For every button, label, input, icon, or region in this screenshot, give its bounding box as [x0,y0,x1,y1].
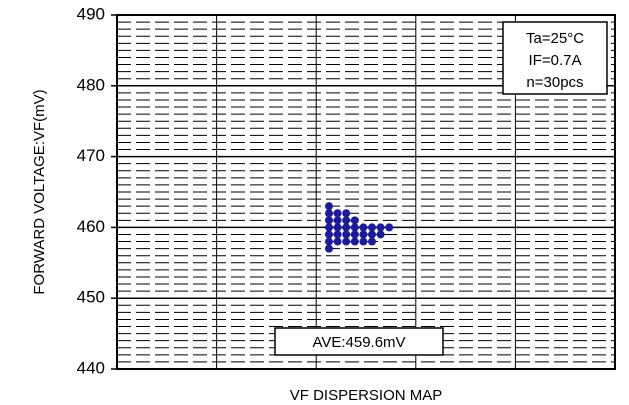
data-point [376,230,385,239]
data-point [333,230,342,239]
data-point [325,223,333,232]
data-point [350,223,359,232]
data-point [342,223,351,232]
data-point [342,216,351,225]
data-point [359,230,368,239]
condition-sample-count: n=30pcs [526,74,583,91]
condition-temperature: Ta=25°C [526,30,584,47]
data-point [350,230,359,239]
y-axis-title: FORWARD VOLTAGE:VF(mV) [31,89,48,294]
data-point [325,202,333,211]
y-tick-label: 460 [77,217,105,236]
data-point [385,223,394,232]
data-point [359,237,368,246]
data-point [333,223,342,232]
data-point [325,216,333,225]
plot-frame [116,14,616,370]
y-tick-label: 480 [77,75,105,94]
data-point [342,237,351,246]
data-point [333,209,342,218]
conditions-box: Ta=25°C IF=0.7A n=30pcs [502,21,608,95]
data-point [325,230,333,239]
data-point [342,209,351,218]
data-point [368,230,376,239]
x-axis-title: VF DISPERSION MAP [290,387,443,404]
data-point [368,223,376,232]
average-label: AVE:459.6mV [312,334,405,351]
data-points [325,202,394,253]
data-point [333,216,342,225]
y-axis-ticks: 440 450 460 470 480 490 [77,4,117,377]
y-tick-label: 490 [77,4,105,23]
data-point [342,230,351,239]
data-point [368,237,376,246]
data-point [376,223,385,232]
y-tick-label: 450 [77,288,105,307]
data-point [325,244,333,253]
data-point [325,237,333,246]
data-point [350,216,359,225]
average-box: AVE:459.6mV [274,327,444,356]
data-point [350,237,359,246]
data-point [325,209,333,218]
condition-current: IF=0.7A [529,52,582,69]
y-tick-label: 470 [77,146,105,165]
data-point [333,237,342,246]
y-tick-label: 440 [77,358,105,377]
data-point [359,223,368,232]
